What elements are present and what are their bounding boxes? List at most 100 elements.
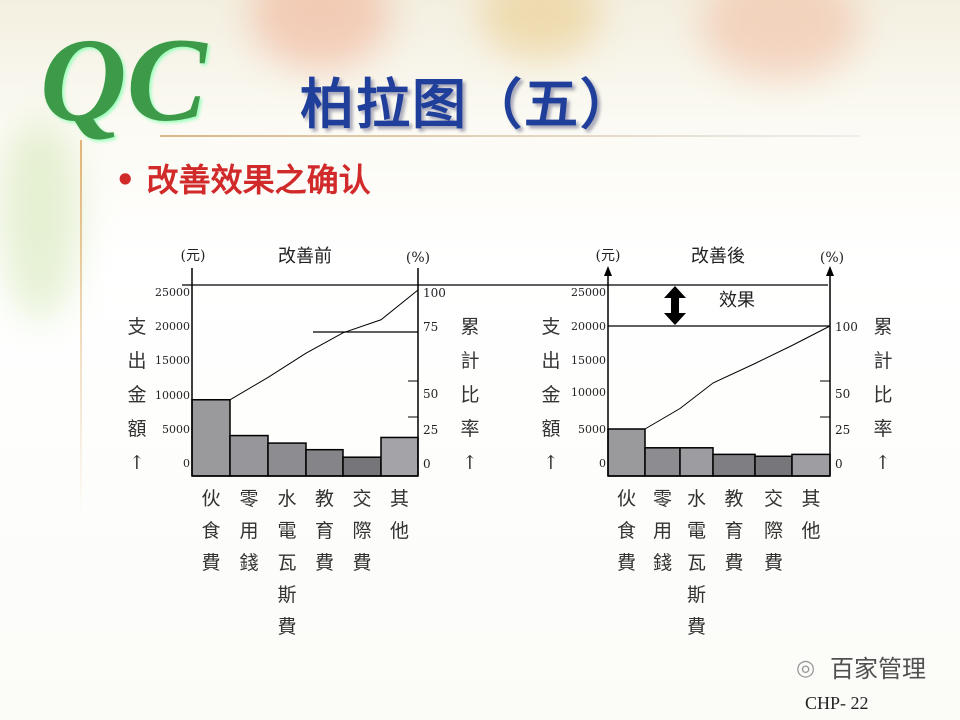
x-tick-label: 費 bbox=[315, 552, 334, 574]
watermark: 百家管理 bbox=[830, 655, 926, 683]
x-tick-label: 育 bbox=[315, 520, 334, 542]
y-tick-label: 5000 bbox=[578, 423, 606, 436]
y-tick-label: 15000 bbox=[571, 354, 606, 367]
bullet-mark: • bbox=[115, 161, 136, 199]
x-tick-label: 零 bbox=[239, 488, 258, 510]
bar bbox=[712, 453, 756, 477]
cumulative-line bbox=[644, 325, 831, 430]
y2-tick-label: 25 bbox=[423, 423, 438, 437]
x-tick-label: 錢 bbox=[239, 552, 258, 574]
x-tick-label: 他 bbox=[390, 520, 409, 542]
bullet-text: 改善效果之确认 bbox=[146, 161, 371, 199]
x-tick-label: 伙 bbox=[201, 488, 220, 510]
y-tick-label: 0 bbox=[183, 457, 190, 470]
bar bbox=[342, 456, 382, 477]
x-tick-label: 食 bbox=[201, 520, 220, 542]
x-tick-label: 用 bbox=[653, 520, 672, 542]
x-tick-label: 伙 bbox=[617, 488, 636, 510]
wechat-icon: ◎ bbox=[796, 656, 816, 681]
y-axis-label: 出 bbox=[541, 350, 560, 372]
divider bbox=[160, 135, 860, 137]
y2-tick-label: 100 bbox=[423, 286, 446, 300]
x-tick-label: 費 bbox=[764, 552, 783, 574]
y-axis-label: 額 bbox=[541, 418, 560, 440]
y-tick-label: 20000 bbox=[155, 320, 190, 333]
x-tick-label: 斯 bbox=[277, 584, 296, 606]
x-tick-label: 電 bbox=[277, 520, 296, 542]
bar bbox=[229, 434, 269, 477]
x-tick-label: 費 bbox=[724, 552, 743, 574]
y-unit: (元) bbox=[181, 248, 206, 264]
y2-tick-label: 50 bbox=[423, 387, 438, 401]
y2-axis-label: 比 bbox=[873, 384, 892, 406]
y2-tick-label: 50 bbox=[835, 387, 850, 401]
y-tick-label: 10000 bbox=[571, 386, 606, 399]
x-tick-label: 食 bbox=[617, 520, 636, 542]
y-axis-label: 出 bbox=[127, 350, 146, 372]
y2-axis-label: 計 bbox=[873, 350, 892, 372]
cumulative-line bbox=[229, 289, 419, 401]
bar bbox=[644, 447, 681, 477]
y-tick-label: 10000 bbox=[155, 389, 190, 402]
y-axis-label: ↑ bbox=[543, 452, 559, 474]
x-tick-label: 教 bbox=[724, 488, 743, 510]
y2-tick-label: 100 bbox=[835, 320, 858, 334]
x-tick-label: 其 bbox=[390, 488, 409, 510]
x-tick-label: 錢 bbox=[653, 552, 672, 574]
x-tick-label: 費 bbox=[201, 552, 220, 574]
bar bbox=[791, 453, 831, 477]
x-tick-label: 水 bbox=[277, 488, 296, 510]
x-tick-label: 瓦 bbox=[687, 552, 706, 574]
y2-unit: (%) bbox=[406, 250, 430, 266]
bar bbox=[380, 436, 419, 477]
y2-tick-label: 0 bbox=[423, 457, 431, 471]
y-tick-label: 20000 bbox=[571, 320, 606, 333]
y2-axis-label: ↑ bbox=[875, 452, 891, 474]
y-tick-label: 15000 bbox=[155, 354, 190, 367]
x-tick-label: 瓦 bbox=[277, 552, 296, 574]
bar bbox=[267, 442, 307, 477]
y2-axis-label: ↑ bbox=[462, 452, 478, 474]
y-axis-label: 支 bbox=[541, 316, 560, 338]
x-tick-label: 水 bbox=[687, 488, 706, 510]
y-unit: (元) bbox=[596, 248, 621, 264]
chart-title: 改善前 bbox=[278, 246, 332, 267]
y2-axis-label: 率 bbox=[460, 418, 479, 440]
decor-leaf bbox=[0, 120, 80, 320]
annotation-label: 效果 bbox=[719, 290, 755, 311]
bar bbox=[679, 447, 714, 477]
y2-axis-label: 比 bbox=[460, 384, 479, 406]
y-axis-label: ↑ bbox=[129, 452, 145, 474]
qc-logo: QC bbox=[40, 13, 207, 146]
y-axis-label: 額 bbox=[127, 418, 146, 440]
y2-axis-label: 累 bbox=[873, 316, 892, 338]
page-number: CHP- 22 bbox=[805, 693, 869, 713]
x-tick-label: 他 bbox=[801, 520, 820, 542]
x-tick-label: 育 bbox=[724, 520, 743, 542]
y2-tick-label: 75 bbox=[423, 320, 438, 334]
y-axis-label: 金 bbox=[541, 384, 560, 406]
y-axis-label: 支 bbox=[127, 316, 146, 338]
x-tick-label: 際 bbox=[764, 520, 783, 542]
x-tick-label: 教 bbox=[315, 488, 334, 510]
y2-axis-label: 累 bbox=[460, 316, 479, 338]
divider bbox=[80, 140, 82, 520]
x-tick-label: 費 bbox=[277, 616, 296, 638]
x-tick-label: 費 bbox=[617, 552, 636, 574]
axis-arrow-icon bbox=[604, 266, 612, 276]
chart-title: 改善後 bbox=[691, 246, 745, 267]
bar bbox=[754, 455, 793, 477]
x-tick-label: 其 bbox=[801, 488, 820, 510]
y2-unit: (%) bbox=[820, 250, 844, 266]
bar bbox=[191, 399, 231, 477]
y-tick-label: 25000 bbox=[571, 286, 606, 299]
y-tick-label: 25000 bbox=[155, 286, 190, 299]
y2-axis-label: 計 bbox=[460, 350, 479, 372]
x-tick-label: 際 bbox=[352, 520, 371, 542]
y2-axis-label: 率 bbox=[873, 418, 892, 440]
x-tick-label: 交 bbox=[764, 488, 783, 510]
bar bbox=[607, 428, 646, 477]
y2-tick-label: 0 bbox=[835, 457, 843, 471]
page-title: 柏拉图（五） bbox=[300, 73, 636, 136]
